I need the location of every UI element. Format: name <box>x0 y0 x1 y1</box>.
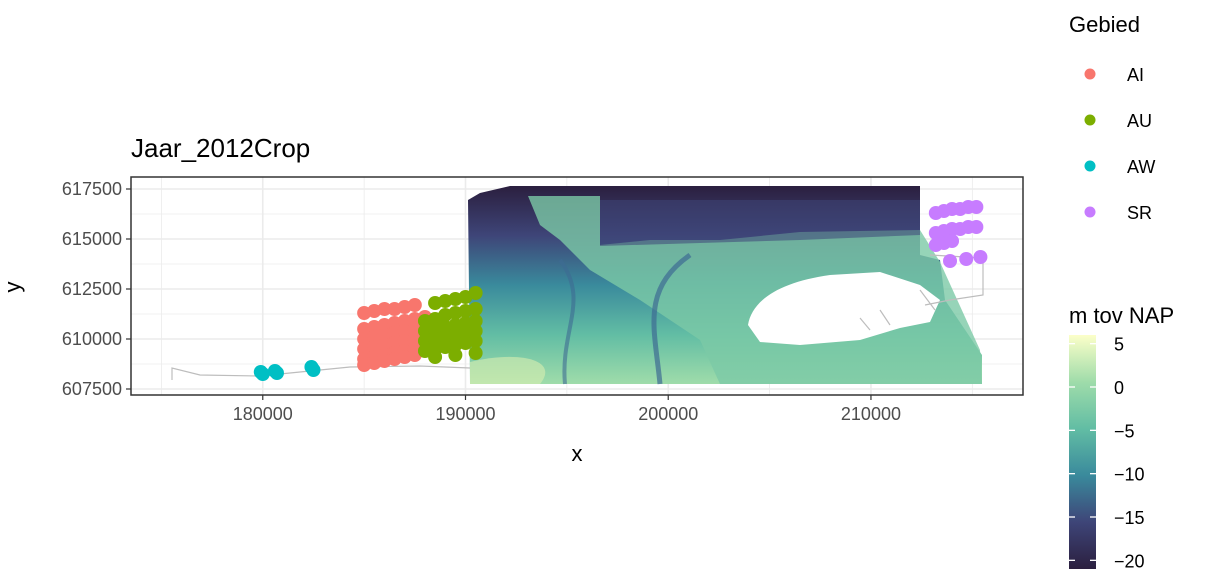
colorbar <box>1069 335 1096 569</box>
x-tick-label: 190000 <box>435 404 495 424</box>
data-point-aw <box>306 363 321 377</box>
legend-label-sr: SR <box>1127 203 1152 223</box>
colorbar-label: 5 <box>1114 335 1124 355</box>
tidal-channel <box>651 252 692 385</box>
plot-panel-border <box>130 176 1024 396</box>
data-point-ai <box>407 298 422 312</box>
data-point-sr <box>959 252 974 266</box>
y-tick-label: 610000 <box>62 329 122 349</box>
legend-key-sr <box>1084 206 1096 218</box>
y-axis: 607500 610000 612500 615000 617500 <box>62 179 131 399</box>
data-point-au <box>468 314 483 328</box>
shoal-area <box>470 356 546 384</box>
legend-key-ai <box>1084 68 1096 80</box>
data-point-sr <box>969 220 984 234</box>
deep-channel <box>600 200 920 246</box>
x-axis: 180000 190000 200000 210000 <box>233 395 901 424</box>
legend-label-ai: AI <box>1127 65 1144 85</box>
color-legend-title: Gebied <box>1069 12 1140 37</box>
bathymetry-layer <box>171 186 984 385</box>
x-tick-label: 200000 <box>638 404 698 424</box>
data-point-au <box>448 348 463 362</box>
data-point-sr <box>973 250 988 264</box>
data-point-sr <box>969 200 984 214</box>
x-tick-label: 210000 <box>841 404 901 424</box>
x-tick-label: 180000 <box>233 404 293 424</box>
data-point-sr <box>943 254 958 268</box>
data-point-au <box>468 286 483 300</box>
y-tick-label: 607500 <box>62 379 122 399</box>
x-axis-title: x <box>572 441 583 466</box>
y-tick-label: 617500 <box>62 179 122 199</box>
legend-key-au <box>1084 114 1096 126</box>
data-point-sr <box>945 234 960 248</box>
colorbar-label: −20 <box>1114 551 1145 571</box>
colorbar-label: 0 <box>1114 378 1124 398</box>
color-legend: AI AU AW SR <box>1084 65 1155 223</box>
data-point-aw <box>255 367 270 381</box>
colorbar-label: −5 <box>1114 421 1135 441</box>
data-point-au <box>468 334 483 348</box>
legend-label-aw: AW <box>1127 157 1155 177</box>
data-point-ai <box>377 302 392 316</box>
data-point-au <box>428 350 443 364</box>
fill-legend: 5 0 −5 −10 −15 −20 <box>1069 335 1145 571</box>
fill-legend-title: m tov NAP <box>1069 303 1174 328</box>
legend-key-aw <box>1084 160 1096 172</box>
data-point-au <box>468 346 483 360</box>
coastline-east <box>859 254 984 331</box>
tidal-channel-2 <box>558 258 576 385</box>
colorbar-label: −10 <box>1114 465 1145 485</box>
points-layer <box>253 200 988 381</box>
plot-title: Jaar_2012Crop <box>131 133 310 163</box>
y-tick-label: 615000 <box>62 229 122 249</box>
data-point-aw <box>269 366 284 380</box>
data-point-au <box>468 324 483 338</box>
island-land <box>748 272 940 345</box>
y-tick-label: 612500 <box>62 279 122 299</box>
y-axis-title: y <box>0 282 25 293</box>
colorbar-label: −15 <box>1114 508 1145 528</box>
legend-label-au: AU <box>1127 111 1152 131</box>
data-point-au <box>468 302 483 316</box>
